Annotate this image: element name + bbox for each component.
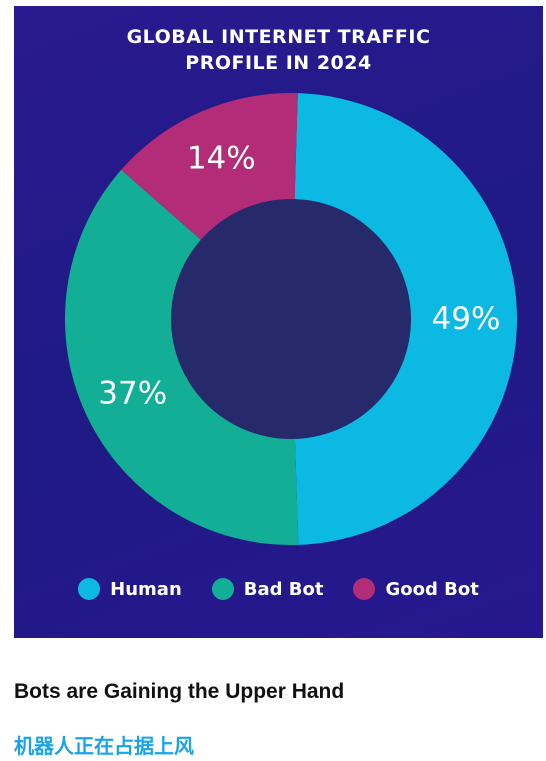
donut-chart: 49% 37% 14%	[64, 93, 518, 546]
chart-title: GLOBAL INTERNET TRAFFIC PROFILE IN 2024	[126, 26, 431, 74]
legend-label-human: Human	[110, 578, 182, 600]
caption-subtitle: 机器人正在占据上风	[14, 734, 194, 758]
donut-center	[171, 199, 411, 439]
legend-item-bad-bot: Bad Bot	[211, 578, 324, 600]
chart-legend: Human Bad Bot Good Bot	[14, 578, 543, 600]
legend-swatch-bad-bot	[211, 578, 234, 600]
legend-swatch-human	[78, 578, 101, 600]
slice-labels: 49% 37% 14%	[98, 140, 500, 411]
slice-label-bad-bot: 37%	[98, 376, 167, 412]
caption-title: Bots are Gaining the Upper Hand	[14, 680, 345, 703]
slice-label-human: 49%	[432, 301, 501, 337]
chart-panel: GLOBAL INTERNET TRAFFIC PROFILE IN 2024 …	[14, 6, 543, 638]
legend-label-good-bot: Good Bot	[385, 578, 479, 600]
legend-swatch-good-bot	[353, 578, 376, 600]
legend-item-human: Human	[78, 578, 182, 600]
legend-item-good-bot: Good Bot	[353, 578, 479, 600]
legend-label-bad-bot: Bad Bot	[243, 578, 324, 600]
slice-label-good-bot: 14%	[187, 140, 256, 176]
